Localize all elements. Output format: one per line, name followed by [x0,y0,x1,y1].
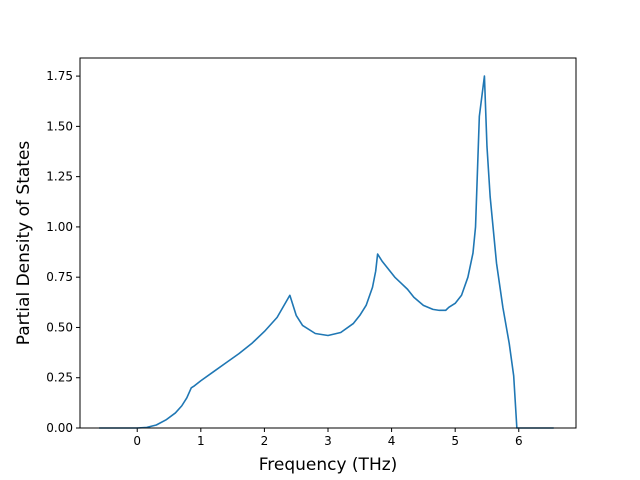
x-tick-label: 0 [133,434,141,448]
pdos-series-line [99,75,554,429]
y-tick-label: 0.25 [46,371,73,385]
x-tick-label: 1 [197,434,205,448]
y-axis-ticks: 0.00 0.25 0.50 0.75 1.00 1.25 1.50 1.75 [46,69,80,435]
x-tick-label: 2 [261,434,269,448]
y-tick-label: 1.75 [46,69,73,83]
y-tick-label: 0.50 [46,320,73,334]
y-axis-label: Partial Density of States [14,141,34,346]
plot-area [80,58,576,428]
x-axis-label: Frequency (THz) [259,455,398,475]
y-tick-label: 0.00 [46,421,73,435]
plot-frame [79,57,577,429]
y-tick-label: 1.50 [46,119,73,133]
x-tick-label: 6 [515,434,523,448]
x-tick-label: 3 [324,434,332,448]
y-tick-label: 1.00 [46,220,73,234]
x-tick-label: 5 [451,434,459,448]
x-tick-label: 4 [388,434,396,448]
y-tick-label: 0.75 [46,270,73,284]
y-tick-label: 1.25 [46,170,73,184]
